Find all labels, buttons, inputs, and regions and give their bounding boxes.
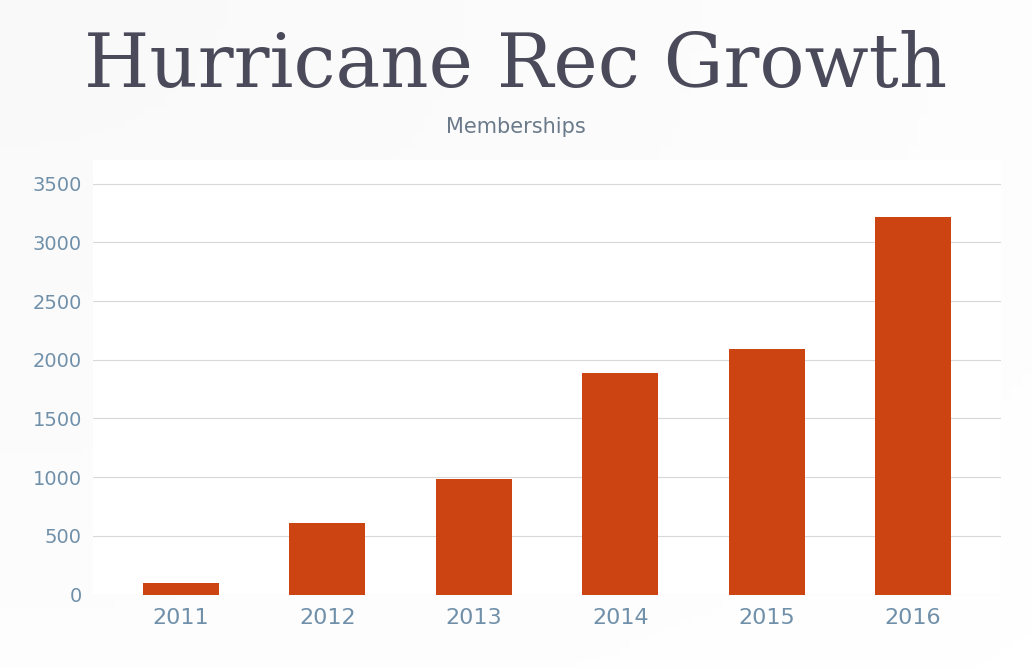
Bar [582, 373, 658, 595]
Bar [142, 582, 219, 595]
Bar [729, 349, 805, 595]
Bar [289, 523, 365, 595]
Text: Memberships: Memberships [446, 117, 586, 137]
Bar [875, 216, 952, 595]
Text: Hurricane Rec Growth: Hurricane Rec Growth [85, 30, 947, 103]
Bar [436, 479, 512, 595]
